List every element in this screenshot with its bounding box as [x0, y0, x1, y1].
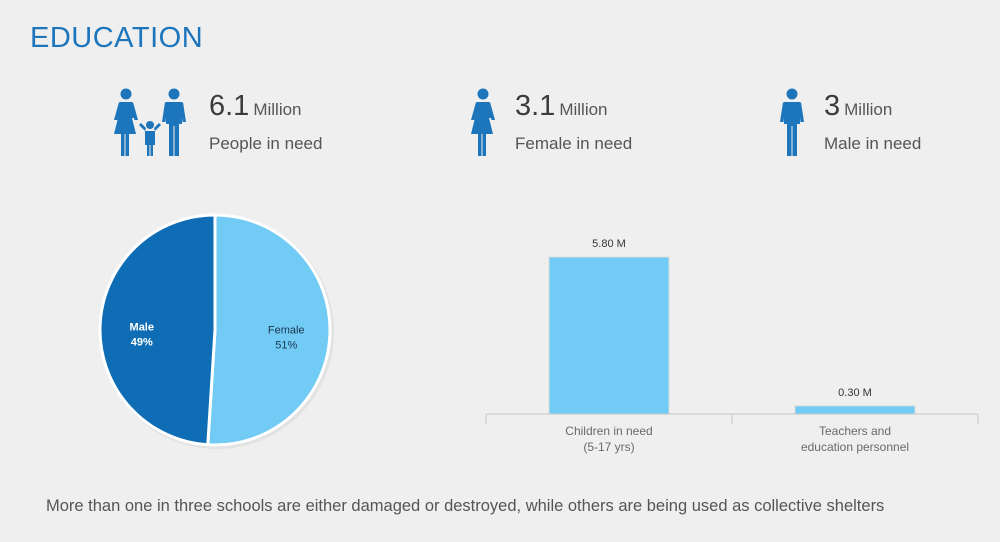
- people-in-need-stat: 6.1 Million People in need: [108, 88, 338, 168]
- footer-note: More than one in three schools are eithe…: [46, 497, 885, 515]
- male-icon: [780, 88, 804, 156]
- female-in-need-value: 3.1: [515, 90, 556, 122]
- female-in-need-stat: 3.1 Million Female in need: [468, 88, 658, 168]
- pie-label-female: Female: [268, 325, 305, 337]
- male-in-need-label: Male in need: [824, 134, 922, 153]
- charts-canvas: Female 51% Male 49% 5.80 M Children in need (5…: [98, 213, 979, 454]
- bar-1: [794, 405, 916, 415]
- female-in-need-unit: Million: [559, 100, 608, 119]
- page-title: EDUCATION: [30, 22, 204, 54]
- male-in-need-value: 3: [824, 90, 841, 122]
- male-in-need-stat: 3 Million Male in need: [778, 88, 948, 168]
- pie-value-male: 49%: [131, 336, 153, 348]
- bar-category-label-0-1: (5-17 yrs): [583, 440, 634, 454]
- pie-label-male: Male: [130, 321, 154, 333]
- pie-slice-female: [206, 213, 332, 447]
- bar-category-label-0-0: Children in need: [565, 424, 652, 438]
- bar-value-label-0: 5.80 M: [592, 238, 626, 250]
- bar-0: [548, 256, 670, 415]
- bar-value-label-1: 0.30 M: [838, 387, 872, 399]
- people-in-need-label: People in need: [209, 134, 323, 153]
- bar-category-label-1-1: education personnel: [801, 440, 909, 454]
- female-icon: [471, 88, 495, 156]
- pie-value-female: 51%: [275, 340, 297, 352]
- family-icon: [114, 88, 186, 156]
- male-in-need-unit: Million: [844, 100, 893, 119]
- female-in-need-label: Female in need: [515, 134, 633, 153]
- people-in-need-unit: Million: [253, 100, 302, 119]
- people-in-need-value: 6.1: [209, 90, 250, 122]
- pie-slice-male: [98, 213, 217, 447]
- bar-category-label-1-0: Teachers and: [819, 424, 891, 438]
